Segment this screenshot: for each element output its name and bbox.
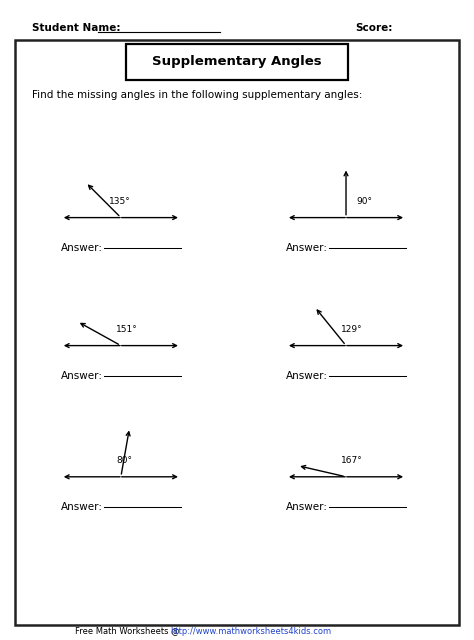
Text: Answer:: Answer:	[61, 371, 103, 381]
Text: Answer:: Answer:	[61, 502, 103, 512]
Text: 129°: 129°	[341, 325, 363, 334]
Text: 90°: 90°	[356, 197, 373, 206]
Text: 167°: 167°	[341, 456, 363, 465]
Text: Score:: Score:	[355, 23, 392, 33]
Text: http://www.mathworksheets4kids.com: http://www.mathworksheets4kids.com	[170, 627, 331, 636]
Text: Answer:: Answer:	[286, 371, 328, 381]
Text: Free Math Worksheets @: Free Math Worksheets @	[75, 627, 182, 636]
Text: Student Name:: Student Name:	[32, 23, 120, 33]
Text: Answer:: Answer:	[286, 502, 328, 512]
Text: 80°: 80°	[116, 456, 132, 465]
Text: Answer:: Answer:	[61, 243, 103, 253]
Text: Find the missing angles in the following supplementary angles:: Find the missing angles in the following…	[32, 90, 363, 100]
Text: 135°: 135°	[109, 197, 131, 206]
Text: 151°: 151°	[116, 325, 138, 334]
FancyBboxPatch shape	[126, 44, 348, 80]
Text: Supplementary Angles: Supplementary Angles	[152, 56, 322, 68]
Text: Answer:: Answer:	[286, 243, 328, 253]
